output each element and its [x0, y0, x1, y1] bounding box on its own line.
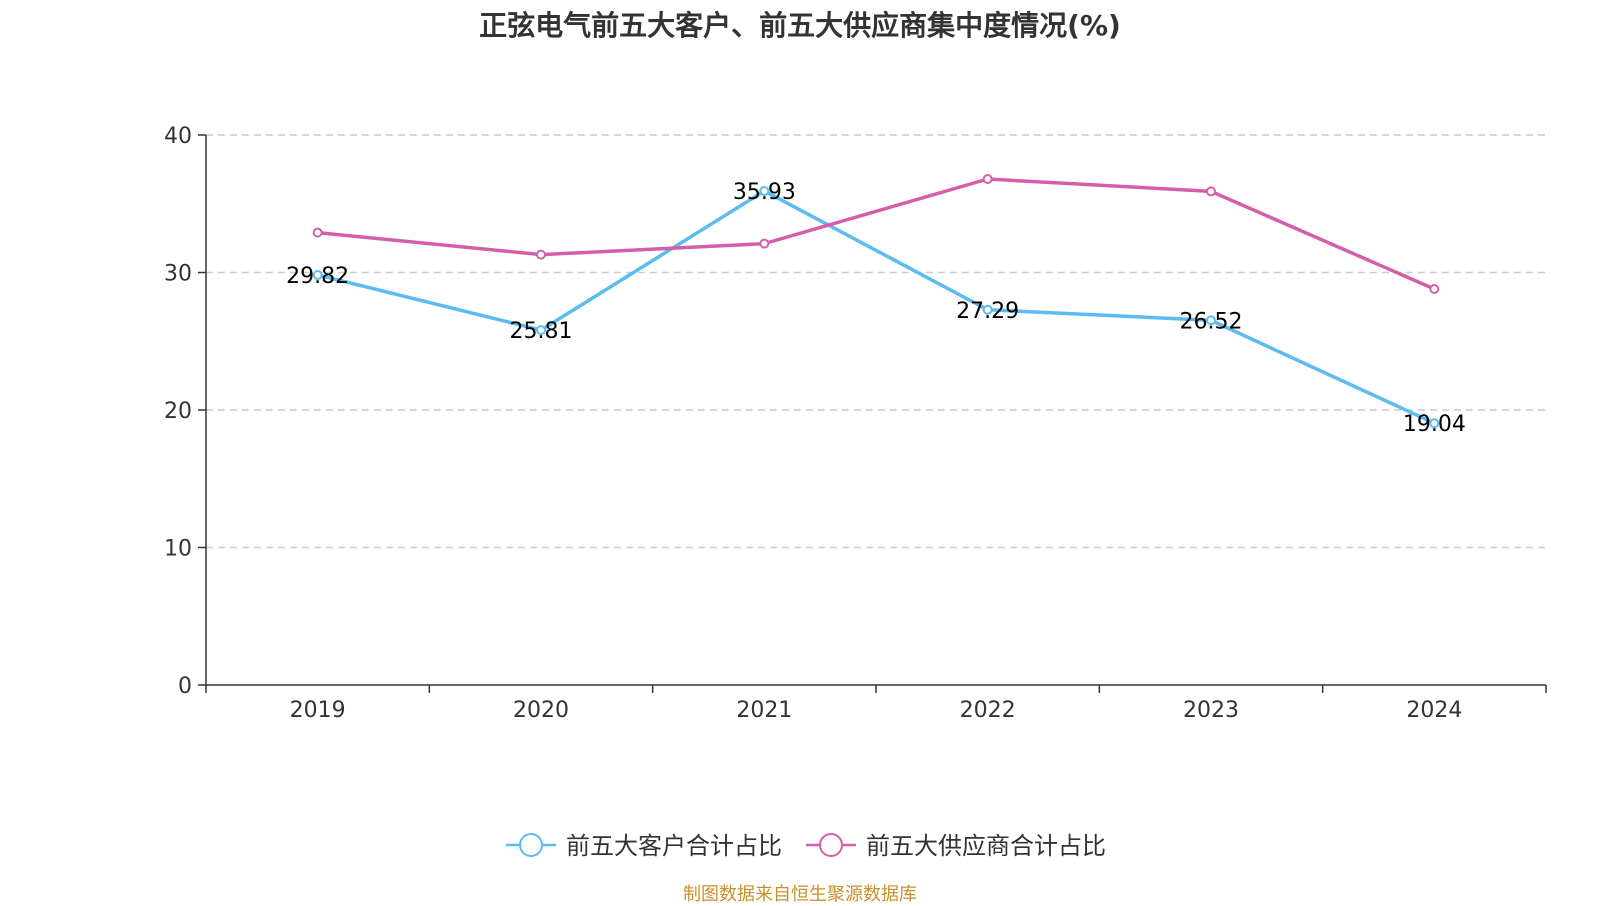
data-point [759, 185, 770, 196]
series-line [317, 177, 1436, 291]
y-tick-label: 0 [178, 674, 192, 699]
data-point [1429, 418, 1440, 429]
legend-label: 前五大供应商合计占比 [866, 832, 1106, 860]
x-tick-label: 2019 [290, 698, 346, 723]
data-labels: 29.82 25.81 35.93 27.29 26.52 19.04 [286, 180, 1466, 437]
legend-label: 前五大客户合计占比 [566, 832, 782, 860]
axes: 0 10 20 30 40 2019 2020 2021 2022 2023 2024 [164, 124, 1547, 723]
source-note: 制图数据来自恒生聚源数据库 [683, 884, 917, 905]
data-point [982, 304, 993, 315]
legend-marker-icon [519, 833, 543, 857]
data-label: 29.82 [286, 264, 349, 289]
y-tick-label: 40 [164, 124, 192, 149]
series-line [317, 189, 1436, 425]
y-tick-label: 30 [164, 262, 192, 287]
data-point [536, 249, 546, 260]
data-label: 35.93 [733, 180, 796, 205]
data-label: 25.81 [510, 319, 573, 344]
x-tick-label: 2022 [960, 698, 1016, 723]
chart-title: 正弦电气前五大客户、前五大供应商集中度情况(%) [479, 9, 1121, 42]
data-label: 19.04 [1403, 412, 1466, 437]
y-tick-label: 20 [164, 399, 192, 424]
data-point [312, 227, 323, 238]
x-tick-label: 2023 [1183, 698, 1239, 723]
data-point [759, 238, 770, 249]
data-point [1206, 315, 1216, 326]
x-tick-label: 2021 [736, 698, 792, 723]
data-point [312, 269, 323, 280]
legend-marker-icon [819, 833, 843, 857]
data-point [1206, 186, 1216, 197]
data-point [536, 325, 546, 336]
legend: 前五大客户合计占比 前五大供应商合计占比 [506, 832, 1106, 860]
y-tick-label: 10 [164, 537, 192, 562]
x-tick-label: 2024 [1406, 698, 1462, 723]
data-point [1429, 284, 1440, 294]
data-label: 27.29 [956, 299, 1019, 324]
grid-lines [206, 134, 1546, 549]
data-point [982, 174, 993, 184]
series-lines [312, 174, 1440, 429]
data-label: 26.52 [1180, 309, 1243, 334]
x-tick-label: 2020 [513, 698, 569, 723]
